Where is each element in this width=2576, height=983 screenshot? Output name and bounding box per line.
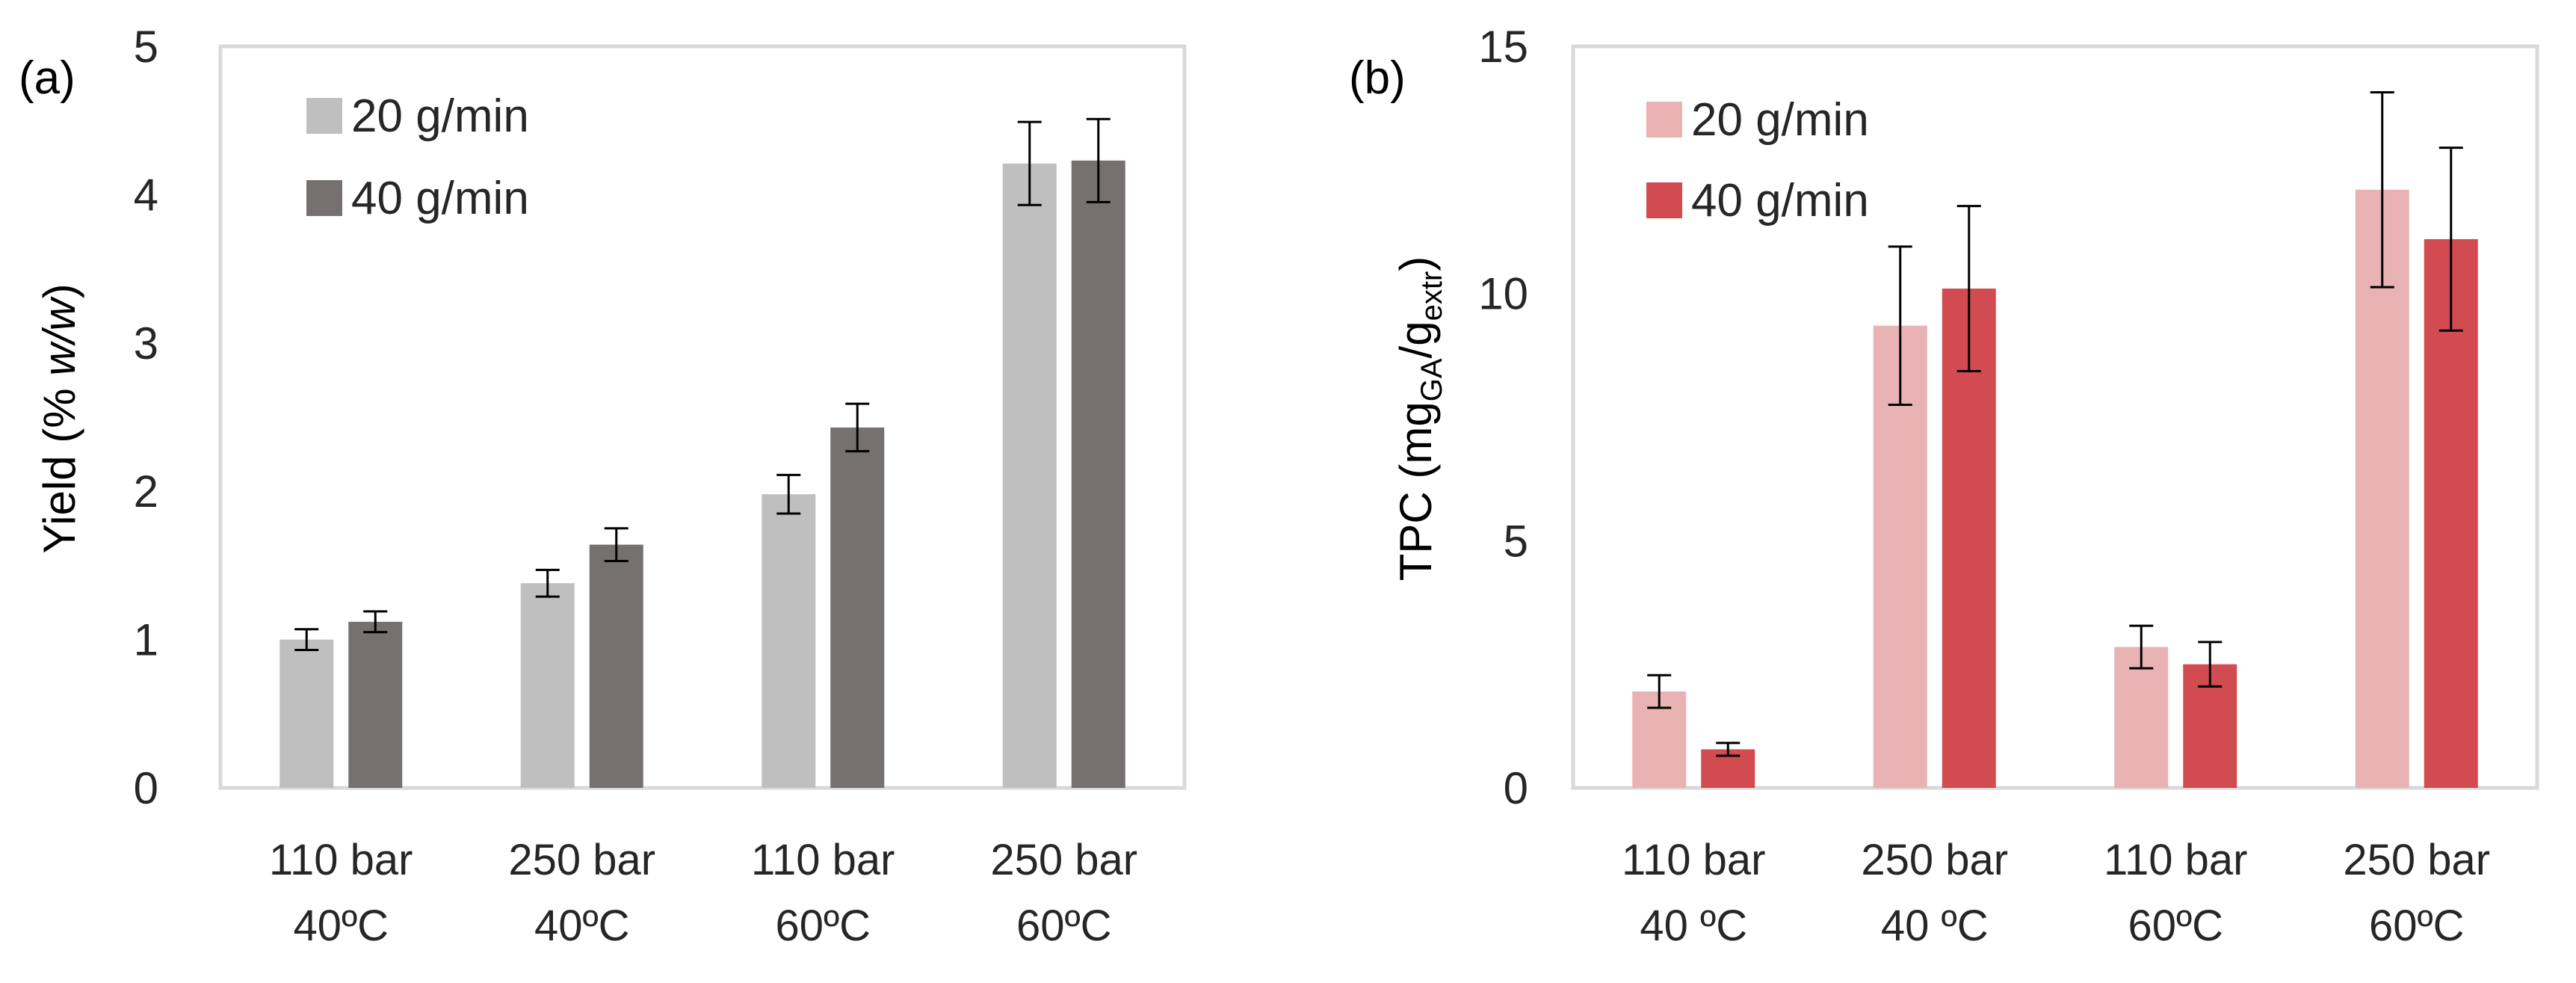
y-tick-label: 0 <box>1504 763 1528 813</box>
panel-label: (a) <box>19 52 75 104</box>
bar-20-g-min-3 <box>762 494 816 788</box>
y-axis-title-part: /g <box>1391 321 1441 358</box>
x-category-label: 110 bar <box>269 836 413 884</box>
y-axis-title-part: ) <box>1391 256 1441 271</box>
plot-area-frame <box>218 44 1187 790</box>
legend-swatch <box>1646 182 1682 218</box>
x-category-label: 60ºC <box>2128 902 2223 950</box>
y-axis-title-subscript: GA <box>1415 358 1448 401</box>
x-category-label: 60ºC <box>1016 902 1112 950</box>
bar-40-g-min-1 <box>348 621 403 788</box>
bar-20-g-min-4 <box>2355 189 2409 788</box>
y-axis-title: Yield (% w/w) <box>34 283 84 553</box>
legend-swatch <box>306 98 342 134</box>
legend-swatch <box>306 180 342 216</box>
x-category-label: 110 bar <box>751 836 895 884</box>
panel-label: (b) <box>1349 52 1406 104</box>
x-category-label: 40ºC <box>534 902 630 950</box>
chart-panel-a: (a) 0 1 2 3 4 5 Yield (% w/w) 110 bar 40ºC 250 bar… <box>19 22 1187 950</box>
bar-40-g-min-4 <box>1071 160 1125 788</box>
legend-label: 20 g/min <box>351 90 529 142</box>
y-axis-title: TPC (mgGA/gextr) <box>1391 256 1448 582</box>
x-category-label: 40ºC <box>293 902 389 950</box>
y-tick-label: 1 <box>134 615 158 665</box>
chart-panel-b: (b) 0 5 10 15 TPC (mgGA/gextr) 110 bar 40 ºC 250… <box>1349 22 2539 950</box>
y-tick-label: 2 <box>134 466 158 517</box>
bar-40-g-min-2 <box>589 544 643 788</box>
y-tick-label: 5 <box>1504 516 1528 566</box>
bar-40-g-min-3 <box>830 427 885 788</box>
x-category-label: 60ºC <box>2369 902 2465 950</box>
x-category-label: 40 ºC <box>1881 902 1989 950</box>
plot-area-frame <box>1571 44 2539 790</box>
x-category-label: 110 bar <box>2104 836 2247 884</box>
y-tick-label: 5 <box>134 22 158 72</box>
x-category-label: 250 bar <box>990 836 1137 884</box>
legend-label: 40 g/min <box>351 173 529 224</box>
legend-swatch <box>1646 102 1682 138</box>
legend-label: 40 g/min <box>1691 175 1869 227</box>
x-category-label: 250 bar <box>2343 836 2490 884</box>
bar-20-g-min-3 <box>2114 647 2169 788</box>
bar-20-g-min-2 <box>520 583 575 788</box>
y-tick-label: 4 <box>134 170 158 220</box>
y-tick-label: 0 <box>134 763 158 813</box>
y-tick-label: 15 <box>1478 22 1528 72</box>
y-axis-title-part: ) <box>34 283 84 298</box>
x-category-label: 40 ºC <box>1640 902 1747 950</box>
y-axis-title-part: Yield (% <box>34 376 84 554</box>
x-category-label: 110 bar <box>1622 836 1765 884</box>
y-tick-label: 10 <box>1478 269 1528 319</box>
bar-20-g-min-1 <box>279 639 334 788</box>
y-tick-label: 3 <box>134 318 158 369</box>
y-axis-title-subscript: extr <box>1415 271 1448 321</box>
y-axis-title-part: TPC (mg <box>1391 401 1441 581</box>
legend-label: 20 g/min <box>1691 94 1869 146</box>
x-category-label: 250 bar <box>508 836 655 884</box>
bar-20-g-min-4 <box>1002 163 1057 789</box>
x-category-label: 250 bar <box>1861 836 2008 884</box>
x-category-label: 60ºC <box>775 902 871 950</box>
y-axis-title-part: w/w <box>34 296 84 376</box>
